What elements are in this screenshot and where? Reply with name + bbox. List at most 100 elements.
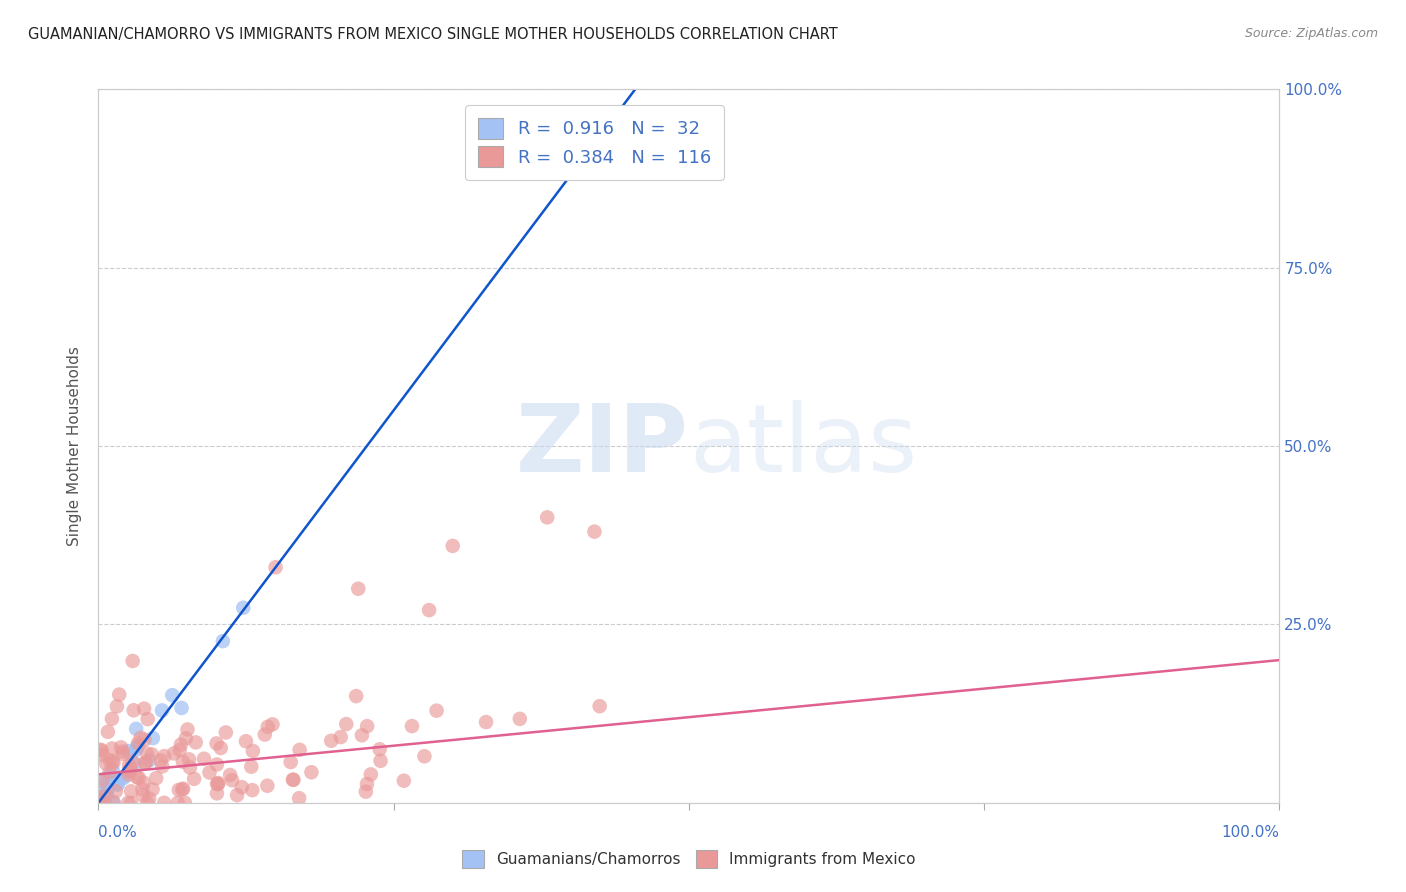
Point <box>588 699 610 714</box>
Text: Source: ZipAtlas.com: Source: ZipAtlas.com <box>1244 27 1378 40</box>
Point <box>103 795 125 809</box>
Point <box>173 796 195 810</box>
Point <box>96 786 118 800</box>
Point <box>138 753 160 767</box>
Point <box>356 777 378 791</box>
Point <box>356 719 378 733</box>
Point <box>101 772 124 787</box>
Point <box>117 796 139 810</box>
Point <box>125 770 148 784</box>
Point <box>177 752 200 766</box>
Point <box>91 796 114 810</box>
Point <box>235 734 257 748</box>
Point <box>288 791 311 805</box>
Point <box>172 781 194 796</box>
Point <box>118 758 141 772</box>
Point <box>301 765 323 780</box>
Point <box>226 788 249 802</box>
Point <box>110 740 132 755</box>
Point <box>145 771 167 785</box>
Point <box>240 783 263 797</box>
Point <box>162 688 184 702</box>
Text: 0.0%: 0.0% <box>98 825 138 840</box>
Point <box>94 772 117 787</box>
Point <box>163 747 186 761</box>
Point <box>105 699 128 714</box>
Point <box>121 654 143 668</box>
Point <box>321 733 343 747</box>
Point <box>283 772 305 787</box>
Point <box>392 773 415 788</box>
Point <box>176 723 198 737</box>
Point <box>242 744 264 758</box>
Point <box>370 754 392 768</box>
Point <box>536 510 558 524</box>
Point <box>134 756 156 771</box>
Point <box>136 747 159 761</box>
Point <box>118 767 141 781</box>
Point <box>193 752 215 766</box>
Point <box>205 757 228 772</box>
Point <box>101 712 124 726</box>
Point <box>205 736 228 750</box>
Point <box>104 784 127 798</box>
Point <box>441 539 464 553</box>
Point <box>350 728 373 742</box>
Point <box>131 782 153 797</box>
Point <box>108 688 131 702</box>
Point <box>205 777 228 791</box>
Point <box>118 764 141 778</box>
Point <box>205 786 228 800</box>
Point <box>183 772 205 786</box>
Point <box>169 743 191 757</box>
Point <box>174 731 197 746</box>
Point <box>101 754 124 768</box>
Point <box>583 524 606 539</box>
Point <box>125 740 148 755</box>
Text: 100.0%: 100.0% <box>1222 825 1279 840</box>
Point <box>170 738 193 752</box>
Point <box>426 704 449 718</box>
Point <box>111 747 134 761</box>
Point <box>132 775 155 789</box>
Point <box>136 796 159 810</box>
Point <box>89 743 111 757</box>
Point <box>240 760 263 774</box>
Point <box>127 736 149 750</box>
Point <box>211 634 233 648</box>
Point <box>368 742 391 756</box>
Point <box>132 789 155 803</box>
Point <box>221 773 243 788</box>
Point <box>135 756 157 770</box>
Point <box>170 701 193 715</box>
Point <box>401 719 423 733</box>
Point <box>344 689 367 703</box>
Point <box>105 775 128 789</box>
Point <box>256 779 278 793</box>
Point <box>231 780 253 794</box>
Point <box>93 796 115 810</box>
Point <box>94 787 117 801</box>
Point <box>142 782 165 797</box>
Point <box>209 741 232 756</box>
Point <box>120 762 142 776</box>
Legend: Guamanians/Chamorros, Immigrants from Mexico: Guamanians/Chamorros, Immigrants from Me… <box>453 841 925 877</box>
Point <box>262 717 284 731</box>
Point <box>91 773 114 788</box>
Point <box>179 760 201 774</box>
Point <box>103 756 125 770</box>
Point <box>93 789 115 803</box>
Point <box>122 703 145 717</box>
Point <box>125 722 148 736</box>
Point <box>354 784 377 798</box>
Point <box>150 703 173 717</box>
Text: GUAMANIAN/CHAMORRO VS IMMIGRANTS FROM MEXICO SINGLE MOTHER HOUSEHOLDS CORRELATIO: GUAMANIAN/CHAMORRO VS IMMIGRANTS FROM ME… <box>28 27 838 42</box>
Point <box>124 757 146 772</box>
Point <box>198 765 221 780</box>
Point <box>360 767 382 781</box>
Point <box>207 777 229 791</box>
Point <box>90 781 112 796</box>
Point <box>129 731 152 745</box>
Point <box>112 771 135 785</box>
Point <box>97 724 120 739</box>
